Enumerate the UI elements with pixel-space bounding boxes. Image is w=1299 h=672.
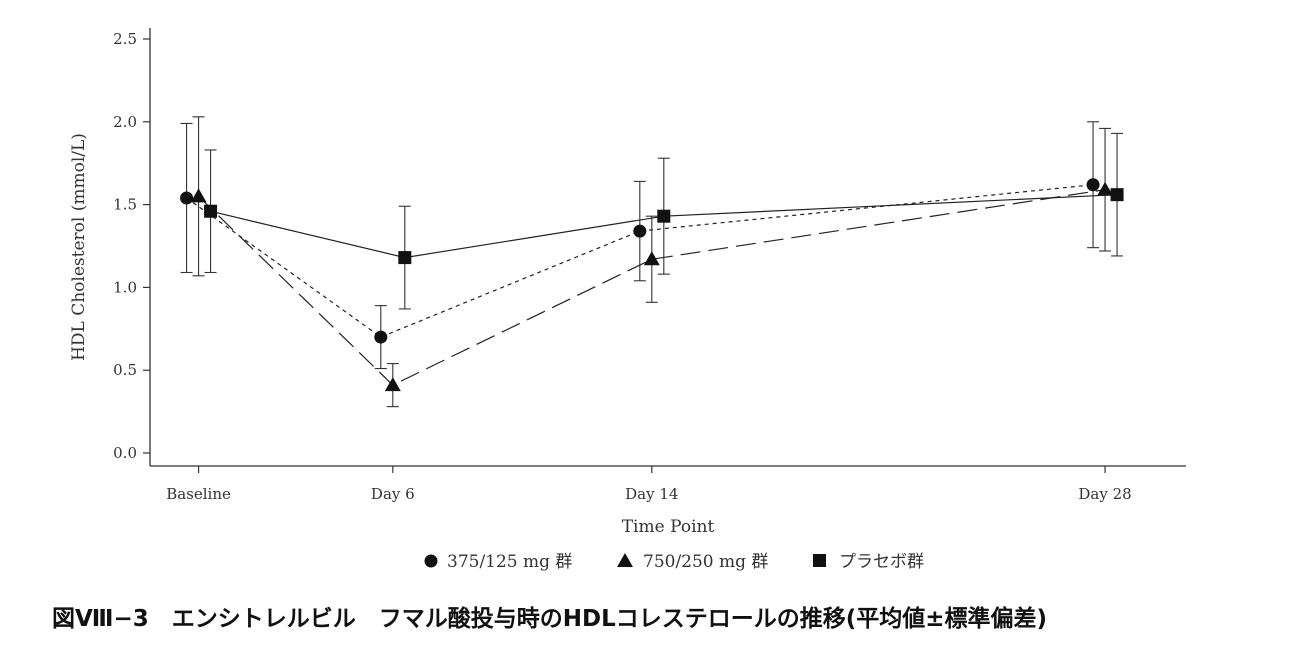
legend-marker-square (813, 554, 826, 567)
data-point-square (398, 251, 412, 265)
x-tick-label: Day 28 (1078, 485, 1131, 503)
y-tick-label: 1.5 (113, 196, 137, 214)
y-axis-title: HDL Cholesterol (mmol/L) (69, 133, 89, 361)
legend-label-placebo: プラセボ群 (839, 552, 924, 572)
data-point-triangle (643, 251, 660, 266)
series (180, 116, 1124, 408)
axes (149, 28, 1186, 467)
legend-marker-triangle (617, 553, 633, 567)
x-tick-label: Day 14 (625, 485, 678, 503)
data-point-circle (633, 224, 647, 238)
data-point-circle (180, 191, 194, 205)
series-750-250 (190, 116, 1114, 408)
legend: 375/125 mg 群 750/250 mg 群 プラセボ群 (424, 552, 924, 572)
y-tick-label: 0.0 (113, 444, 137, 462)
series-375-125 (180, 121, 1100, 370)
data-point-circle (1086, 178, 1100, 192)
data-point-square (1110, 188, 1124, 202)
y-tick-label: 0.5 (113, 361, 137, 379)
x-tick-label: Baseline (166, 485, 231, 503)
y-tick-label: 2.5 (113, 30, 137, 48)
x-ticks: Baseline Day 6 Day 14 Day 28 (166, 466, 1132, 503)
legend-label-375-125: 375/125 mg 群 (447, 552, 572, 572)
y-tick-label: 1.0 (113, 278, 137, 296)
data-point-square (204, 204, 218, 218)
data-point-triangle (384, 377, 401, 392)
series-line-375-125 (186, 184, 1094, 338)
legend-marker-circle (424, 554, 438, 568)
x-tick-label: Day 6 (371, 485, 415, 503)
y-tick-label: 2.0 (113, 113, 137, 131)
data-point-triangle (190, 188, 207, 203)
data-point-triangle (1097, 181, 1114, 196)
series-placebo (204, 132, 1124, 310)
series-line-750-250 (198, 189, 1106, 386)
series-line-placebo (210, 194, 1118, 259)
y-ticks: 0.0 0.5 1.0 1.5 2.0 2.5 (113, 30, 150, 462)
data-point-square (657, 209, 671, 223)
figure-caption: 図Ⅷ−3 エンシトレルビル フマル酸投与時のHDLコレステロールの推移(平均値±… (52, 605, 1047, 632)
legend-label-750-250: 750/250 mg 群 (643, 552, 768, 572)
x-axis-title: Time Point (622, 517, 715, 537)
data-point-circle (374, 330, 388, 344)
